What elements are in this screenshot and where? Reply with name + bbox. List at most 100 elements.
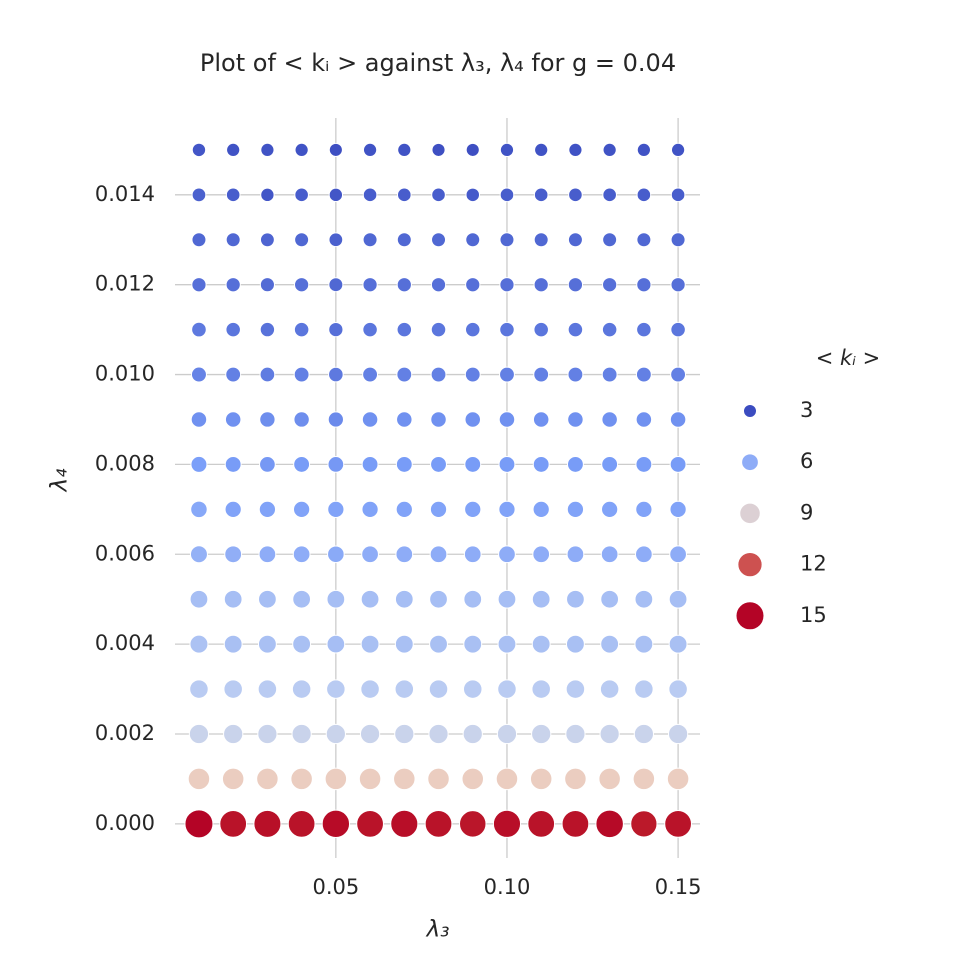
point <box>634 679 654 699</box>
point <box>184 809 214 839</box>
point <box>328 277 344 293</box>
point <box>566 545 585 564</box>
point <box>361 500 379 518</box>
chart-title: Plot of < kᵢ > against λ₃, λ₄ for g = 0.… <box>200 49 676 77</box>
point <box>464 411 482 428</box>
point <box>190 500 208 519</box>
y-axis-label: λ₄ <box>47 469 73 494</box>
point <box>223 589 243 609</box>
point <box>463 545 482 564</box>
point <box>225 277 241 293</box>
point <box>463 589 483 609</box>
point <box>668 634 688 654</box>
point <box>670 366 687 383</box>
point <box>595 809 624 839</box>
point <box>567 366 584 383</box>
point <box>602 187 617 203</box>
point <box>666 767 690 791</box>
point <box>191 142 207 158</box>
y-tick-label: 0.010 <box>95 362 155 386</box>
point <box>636 142 651 158</box>
point <box>356 809 384 838</box>
point <box>602 232 618 248</box>
point <box>429 634 448 654</box>
point <box>498 500 516 518</box>
point <box>533 232 549 248</box>
point <box>431 187 446 203</box>
point <box>225 366 242 383</box>
legend-label: 9 <box>800 500 813 524</box>
point <box>533 321 549 338</box>
point <box>396 232 412 248</box>
legend-label: 6 <box>800 449 813 473</box>
point <box>328 142 343 157</box>
point <box>294 277 310 293</box>
point <box>497 679 517 699</box>
point <box>602 142 617 158</box>
y-tick-label: 0.006 <box>95 541 155 565</box>
x-tick-label: 0.10 <box>484 875 531 899</box>
point <box>190 455 208 473</box>
point <box>396 187 412 203</box>
point <box>257 634 277 654</box>
point <box>463 634 483 654</box>
point <box>636 277 652 293</box>
point <box>567 321 584 338</box>
point <box>531 679 551 699</box>
point <box>601 366 618 383</box>
point <box>324 767 348 791</box>
point <box>293 366 310 383</box>
point <box>636 232 652 248</box>
point <box>531 634 551 654</box>
legend-marker <box>741 453 759 472</box>
point <box>190 366 207 383</box>
point <box>600 545 619 564</box>
point <box>293 455 311 473</box>
point <box>430 277 447 293</box>
point <box>328 187 344 203</box>
point <box>532 455 550 473</box>
point <box>224 411 242 428</box>
point <box>360 589 380 609</box>
point <box>219 809 248 838</box>
point <box>499 142 515 158</box>
legend-marker <box>743 404 757 418</box>
point <box>565 679 586 699</box>
point <box>258 589 277 609</box>
point <box>394 634 414 654</box>
point <box>189 679 209 699</box>
point <box>292 545 311 564</box>
point <box>532 545 551 564</box>
point <box>429 545 448 564</box>
point <box>257 723 278 745</box>
point <box>601 321 618 338</box>
point <box>668 679 688 699</box>
point <box>362 277 378 293</box>
point <box>429 589 448 609</box>
point <box>670 232 686 248</box>
point <box>294 142 309 158</box>
point <box>361 411 379 428</box>
point <box>225 321 241 338</box>
point <box>465 321 481 338</box>
point <box>191 321 207 338</box>
point <box>325 723 346 745</box>
point <box>362 187 378 203</box>
point <box>358 767 382 791</box>
point <box>499 277 515 293</box>
point <box>531 589 551 609</box>
point <box>462 723 483 745</box>
point <box>327 456 345 473</box>
point <box>669 411 687 428</box>
point <box>293 321 310 338</box>
point <box>294 187 309 203</box>
point <box>362 142 378 158</box>
point <box>634 634 654 654</box>
y-tick-label: 0.004 <box>95 631 155 655</box>
point <box>396 366 413 383</box>
y-tick-label: 0.000 <box>95 811 155 835</box>
point <box>291 679 312 699</box>
point <box>495 767 519 791</box>
point <box>664 809 692 838</box>
point <box>362 321 378 338</box>
